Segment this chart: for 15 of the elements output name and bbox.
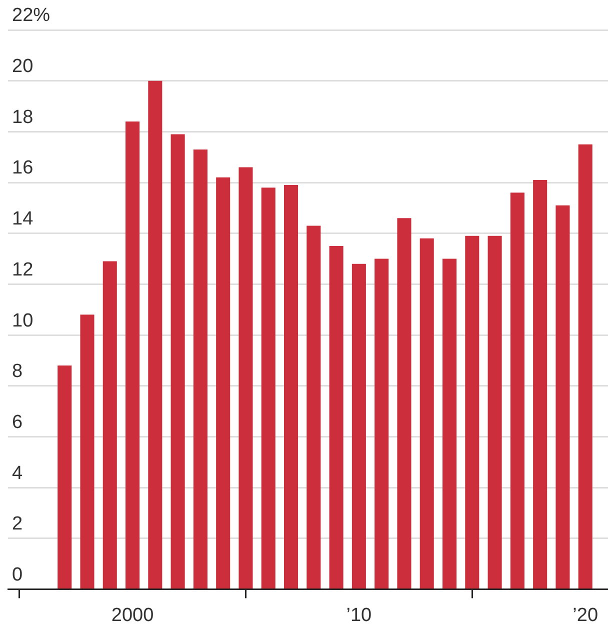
y-tick-label: 10	[12, 310, 34, 332]
y-tick-label: 6	[12, 412, 23, 433]
y-tick-label: 2	[12, 514, 23, 535]
y-tick-label: 18	[12, 106, 34, 128]
y-tick-label: 4	[12, 462, 23, 484]
y-tick-label: 16	[12, 158, 34, 179]
x-tick-label: 2000	[111, 604, 154, 626]
y-tick-label: 22%	[12, 5, 50, 26]
y-tick-label: 0	[12, 564, 23, 586]
y-tick-label: 14	[12, 208, 34, 230]
x-tick-label: ’20	[572, 604, 598, 626]
y-tick-label: 8	[12, 361, 23, 382]
x-tick-label: ’10	[346, 604, 372, 626]
y-tick-label: 20	[12, 56, 34, 78]
y-tick-label: 12	[12, 259, 34, 280]
